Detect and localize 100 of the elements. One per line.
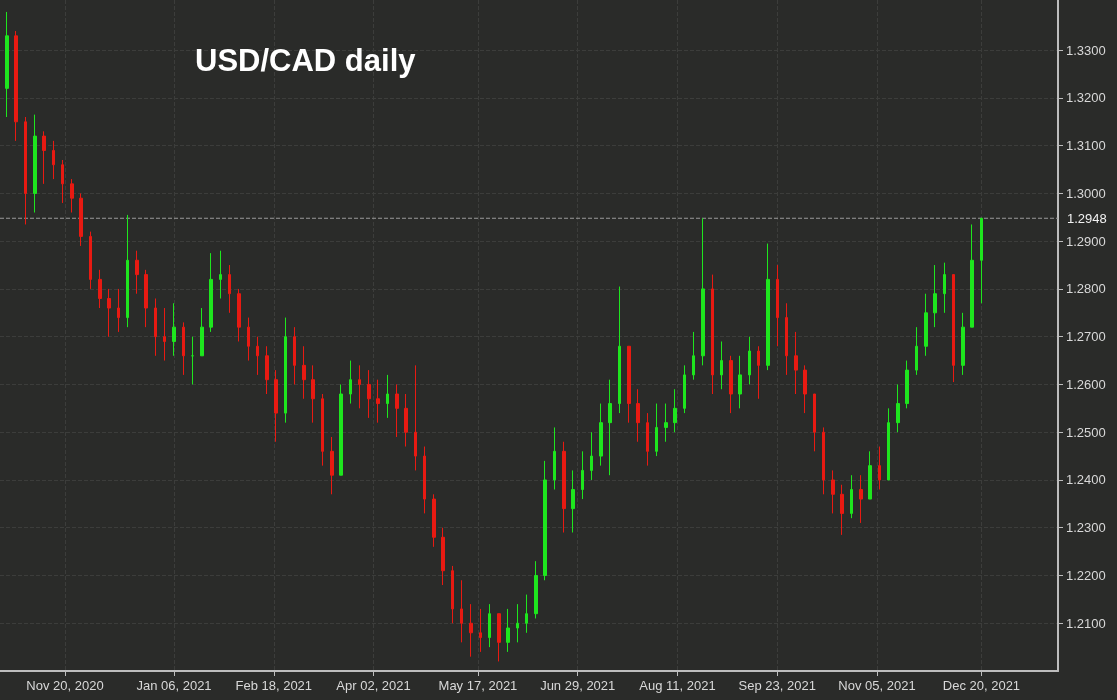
candlestick: [24, 116, 27, 225]
candlestick: [98, 269, 102, 309]
candlestick: [247, 317, 250, 362]
candlestick: [729, 355, 733, 414]
x-tick-label: Jun 29, 2021: [540, 678, 616, 693]
candlestick: [182, 321, 185, 376]
candlestick: [61, 159, 64, 204]
candlestick: [673, 388, 677, 433]
candlestick: [237, 288, 241, 342]
candlestick: [386, 374, 389, 419]
candlestick: [627, 345, 631, 424]
candlestick: [952, 274, 955, 383]
candlestick: [553, 426, 556, 491]
y-tick-label: 1.3300: [1066, 42, 1106, 58]
candlestick: [265, 345, 269, 395]
candlestick: [163, 307, 166, 362]
candlestick: [311, 364, 315, 424]
candlestick: [924, 293, 928, 357]
candlestick: [896, 383, 900, 433]
candlestick: [933, 264, 937, 328]
candlestick: [460, 579, 463, 643]
y-tick-label: 1.2300: [1066, 520, 1106, 536]
candlestick: [256, 336, 259, 376]
candlestick: [274, 369, 278, 443]
candlestick: [803, 364, 807, 414]
y-tick-label: 1.2700: [1066, 329, 1106, 345]
candlestick: [543, 460, 547, 581]
candlestick: [33, 114, 37, 214]
candlestick: [107, 288, 111, 338]
x-tick-label: Dec 20, 2021: [942, 678, 1021, 693]
candlestick: [571, 469, 575, 533]
candlestick: [117, 288, 120, 333]
candlestick: [432, 493, 436, 548]
candlestick: [738, 355, 742, 409]
y-tick-label: 1.3000: [1066, 185, 1106, 201]
candlestick: [608, 379, 612, 476]
x-tick-label: Jan 06, 2021: [136, 678, 212, 693]
candlestick: [766, 243, 770, 371]
x-tick-label: Feb 18, 2021: [235, 678, 313, 693]
candlestick: [89, 231, 92, 290]
y-tick-label: 1.2900: [1066, 233, 1106, 249]
ref-line-label: 1.2948: [1067, 210, 1107, 226]
candlestick: [330, 436, 334, 495]
y-tick-label: 1.2500: [1066, 424, 1106, 440]
y-tick-label: 1.2400: [1066, 472, 1106, 488]
candlestick: [469, 603, 473, 658]
candlestick: [488, 603, 491, 648]
candlestick: [562, 441, 566, 533]
candlestick: [915, 326, 918, 376]
candlestick: [506, 608, 510, 653]
candlestick: [497, 613, 501, 662]
candlestick: [599, 403, 603, 467]
candlestick: [191, 336, 194, 385]
y-tick-label: 1.3100: [1066, 138, 1106, 154]
candlestick: [219, 250, 222, 299]
y-tick-label: 1.2600: [1066, 376, 1106, 392]
text: USD/CAD daily: [195, 43, 417, 78]
candlestick: [479, 608, 482, 653]
candlestick: [5, 11, 9, 118]
candlestick: [42, 130, 46, 185]
candlestick: [451, 565, 454, 624]
candlestick: [850, 474, 853, 519]
candlestick: [209, 252, 213, 333]
candlestick: [525, 594, 528, 634]
candlestick: [339, 383, 343, 476]
candlestick: [785, 302, 788, 376]
y-tick-label: 1.2200: [1066, 567, 1106, 583]
candlestick: [776, 264, 779, 347]
candlestick: [748, 336, 751, 385]
candlestick: [636, 388, 640, 443]
candlestick: [302, 345, 306, 400]
candlestick: [618, 286, 621, 414]
candlestick: [943, 262, 946, 314]
candlestick: [349, 360, 352, 405]
x-tick-label: Sep 23, 2021: [738, 678, 816, 693]
candlestick: [655, 403, 658, 457]
candlestick: [79, 192, 83, 247]
candlestick: [887, 407, 890, 481]
candlestick: [395, 383, 399, 438]
candlestick: [172, 302, 176, 357]
candlestick: [813, 393, 816, 452]
candlestick: [980, 217, 983, 304]
candlestick: [970, 223, 974, 328]
candlestick: [154, 297, 157, 357]
candlestick: [358, 364, 361, 409]
x-tick-label: Nov 20, 2020: [26, 678, 104, 693]
candlestick: [135, 250, 139, 295]
candlestick: [126, 214, 129, 328]
candlestick: [414, 364, 417, 471]
candlestick: [516, 603, 519, 643]
y-tick-label: 1.2100: [1066, 615, 1106, 631]
candlestick: [905, 360, 909, 409]
candlestick: [200, 307, 204, 357]
candlestick: [757, 345, 760, 400]
candlestick: [14, 30, 18, 142]
x-tick-label: Apr 02, 2021: [336, 678, 411, 693]
candlestick: [534, 560, 538, 619]
candlestick: [664, 403, 668, 443]
candlestick: [70, 178, 74, 214]
candlestick: [590, 431, 593, 481]
